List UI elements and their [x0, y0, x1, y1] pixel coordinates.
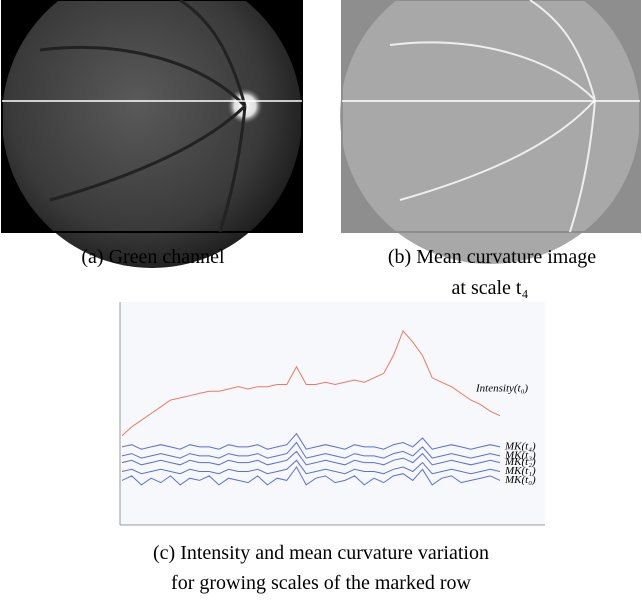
legend-label: MK(t₀) — [504, 474, 536, 486]
caption: (a) Green channel — [81, 246, 225, 268]
figure: (a) Green channel (b) Mean curvature ima… — [0, 0, 642, 602]
panel-b-image — [340, 0, 640, 264]
plot-area — [120, 302, 545, 525]
panel-a-image — [2, 0, 302, 268]
caption: for growing scales of the marked row — [171, 572, 471, 594]
caption: (b) Mean curvature image — [388, 246, 596, 268]
legend-label: Intensity(t₀) — [475, 382, 528, 394]
caption: (c) Intensity and mean curvature variati… — [153, 542, 489, 564]
caption: at scale t₄ — [452, 277, 529, 299]
